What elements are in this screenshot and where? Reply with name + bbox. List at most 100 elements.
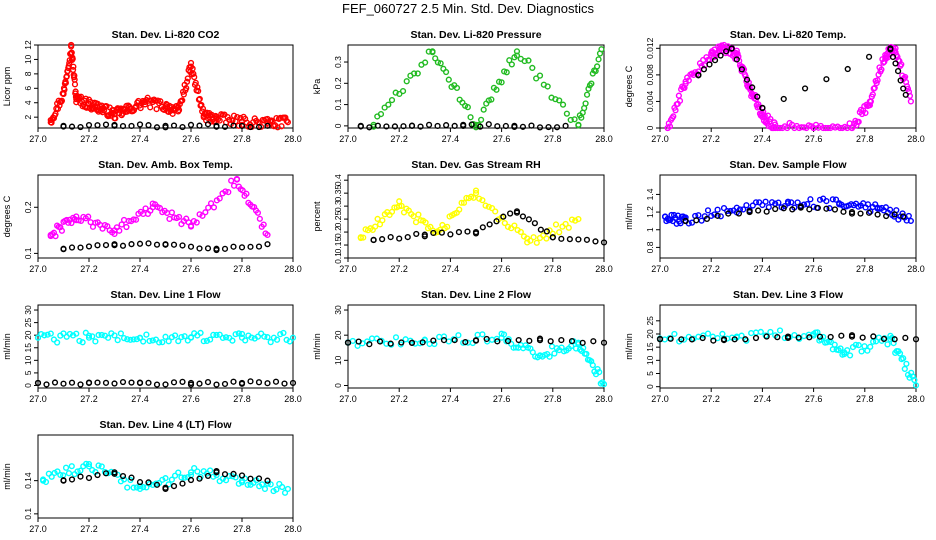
y-axis-label: ml/min <box>2 333 12 360</box>
data-point <box>795 334 802 341</box>
data-point <box>759 111 766 118</box>
x-tick-label: 27.2 <box>390 134 408 144</box>
x-tick-label: 27.2 <box>80 394 98 404</box>
data-point <box>385 101 392 108</box>
data-point <box>511 122 518 129</box>
data-point <box>530 234 537 241</box>
data-point <box>183 85 190 92</box>
data-point <box>869 91 876 98</box>
data-point <box>784 333 792 340</box>
data-point <box>232 331 239 338</box>
data-point <box>432 55 439 62</box>
x-tick-label: 27.6 <box>182 394 200 404</box>
x-tick-label: 28.0 <box>284 134 302 144</box>
data-point <box>360 234 367 241</box>
y-tick-label: 20 <box>23 330 33 340</box>
data-point <box>546 353 553 360</box>
data-point <box>814 204 821 212</box>
data-point <box>150 96 158 103</box>
data-point <box>823 205 830 212</box>
data-point <box>456 206 463 213</box>
data-point <box>513 48 521 55</box>
data-point <box>39 477 47 484</box>
x-tick-label: 27.6 <box>182 264 200 274</box>
data-point <box>440 337 448 344</box>
data-point <box>820 333 827 341</box>
data-point <box>662 213 669 220</box>
data-point <box>422 59 429 66</box>
x-tick-label: 27.0 <box>29 524 47 534</box>
data-point <box>717 52 724 59</box>
data-point <box>590 338 597 345</box>
data-point <box>136 334 144 341</box>
data-point <box>430 337 437 344</box>
data-point <box>102 121 110 128</box>
data-point <box>579 339 586 346</box>
data-point <box>255 243 263 250</box>
data-point <box>404 234 411 241</box>
data-point <box>464 228 471 235</box>
data-point <box>120 216 128 224</box>
data-point <box>890 340 897 347</box>
data-point <box>396 90 403 98</box>
data-point <box>791 331 798 339</box>
data-point <box>85 474 93 482</box>
y-tick-label: 6 <box>23 86 33 91</box>
data-point <box>862 109 869 117</box>
data-point <box>891 211 898 218</box>
data-point <box>207 336 214 343</box>
data-point <box>204 379 212 386</box>
x-tick-label: 27.0 <box>651 394 669 404</box>
data-point <box>880 335 888 343</box>
x-tick-label: 27.6 <box>805 264 823 274</box>
data-point <box>661 336 668 343</box>
x-tick-label: 27.2 <box>702 264 720 274</box>
data-point <box>159 339 166 346</box>
data-point <box>234 113 241 121</box>
data-point <box>494 338 501 345</box>
data-point <box>453 84 461 92</box>
data-point <box>184 75 191 82</box>
data-point <box>94 242 101 249</box>
data-point <box>238 472 246 479</box>
data-point <box>69 55 76 62</box>
data-point <box>595 56 602 63</box>
data-point <box>414 70 421 77</box>
data-point <box>784 124 791 132</box>
data-point <box>111 230 118 238</box>
data-point <box>216 195 223 202</box>
data-point <box>147 104 154 111</box>
data-point <box>755 207 762 214</box>
data-point <box>277 331 284 338</box>
data-point <box>239 187 246 194</box>
data-point <box>94 122 101 129</box>
data-point <box>105 334 112 341</box>
data-point <box>670 113 677 120</box>
x-tick-label: 27.2 <box>702 394 720 404</box>
data-point <box>504 337 512 345</box>
data-point <box>717 213 724 220</box>
data-point <box>408 339 416 346</box>
data-point <box>594 365 601 373</box>
data-point <box>179 242 186 249</box>
data-point <box>114 337 121 344</box>
data-point <box>400 123 407 130</box>
data-point <box>529 64 536 71</box>
data-point <box>73 330 80 337</box>
data-point <box>187 476 195 484</box>
data-point <box>200 112 207 119</box>
chart-title: Stan. Dev. Li-820 Pressure <box>410 29 541 41</box>
x-tick-label: 27.2 <box>390 264 408 274</box>
data-point <box>357 122 364 129</box>
data-point <box>238 334 246 341</box>
data-point <box>278 123 285 130</box>
data-point <box>128 474 135 481</box>
data-point <box>111 111 118 118</box>
data-point <box>488 336 496 343</box>
data-point <box>882 51 889 59</box>
data-point <box>891 336 898 343</box>
data-point <box>168 476 175 483</box>
data-point <box>196 245 203 252</box>
data-point <box>706 61 713 68</box>
x-tick-label: 27.4 <box>442 394 460 404</box>
